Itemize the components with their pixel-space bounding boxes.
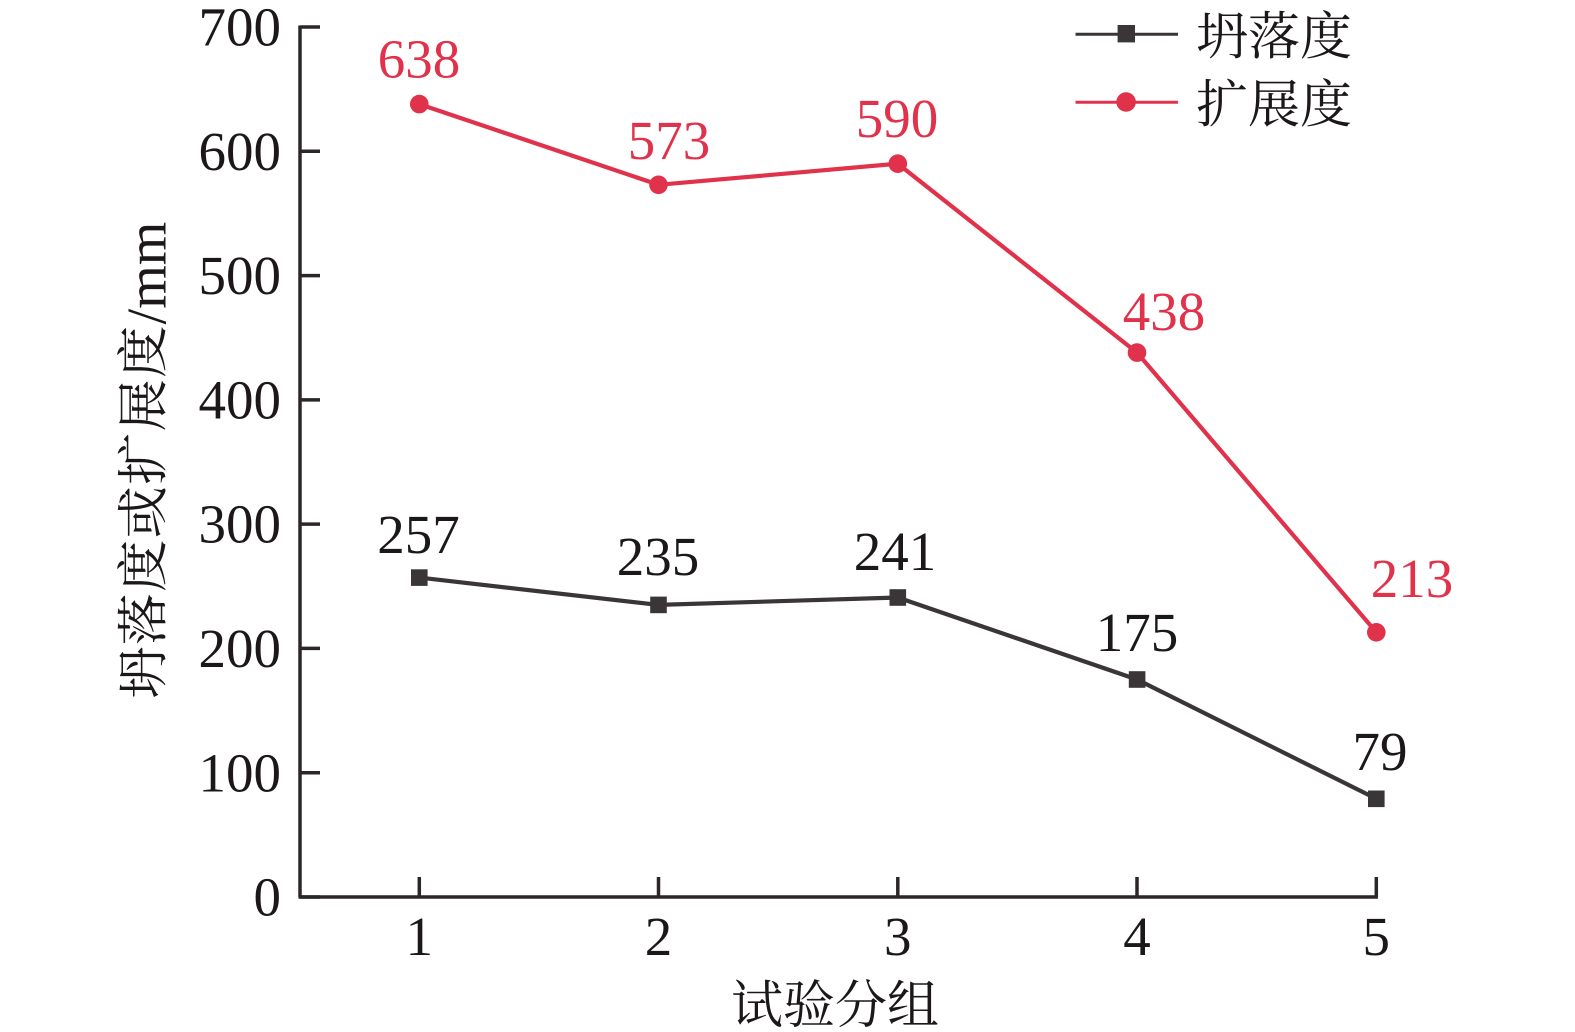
svg-text:600: 600 <box>199 121 282 182</box>
svg-text:2: 2 <box>645 906 673 967</box>
svg-text:500: 500 <box>199 245 282 306</box>
svg-text:79: 79 <box>1353 721 1408 782</box>
svg-text:257: 257 <box>377 504 460 565</box>
svg-text:175: 175 <box>1096 602 1179 663</box>
svg-text:573: 573 <box>628 110 711 171</box>
svg-text:3: 3 <box>884 906 912 967</box>
svg-text:700: 700 <box>199 0 282 58</box>
svg-text:300: 300 <box>199 494 282 555</box>
svg-text:400: 400 <box>199 370 282 431</box>
svg-text:638: 638 <box>378 29 461 90</box>
svg-text:1: 1 <box>406 906 434 967</box>
svg-text:213: 213 <box>1371 548 1454 609</box>
svg-text:438: 438 <box>1123 281 1206 342</box>
svg-text:590: 590 <box>856 88 939 149</box>
svg-text:241: 241 <box>854 521 937 582</box>
svg-text:5: 5 <box>1363 906 1391 967</box>
svg-text:200: 200 <box>199 618 282 679</box>
svg-text:235: 235 <box>617 526 700 587</box>
svg-text:100: 100 <box>199 742 282 803</box>
svg-text:/mm: /mm <box>117 222 179 325</box>
svg-text:4: 4 <box>1123 906 1151 967</box>
svg-text:0: 0 <box>254 867 282 928</box>
